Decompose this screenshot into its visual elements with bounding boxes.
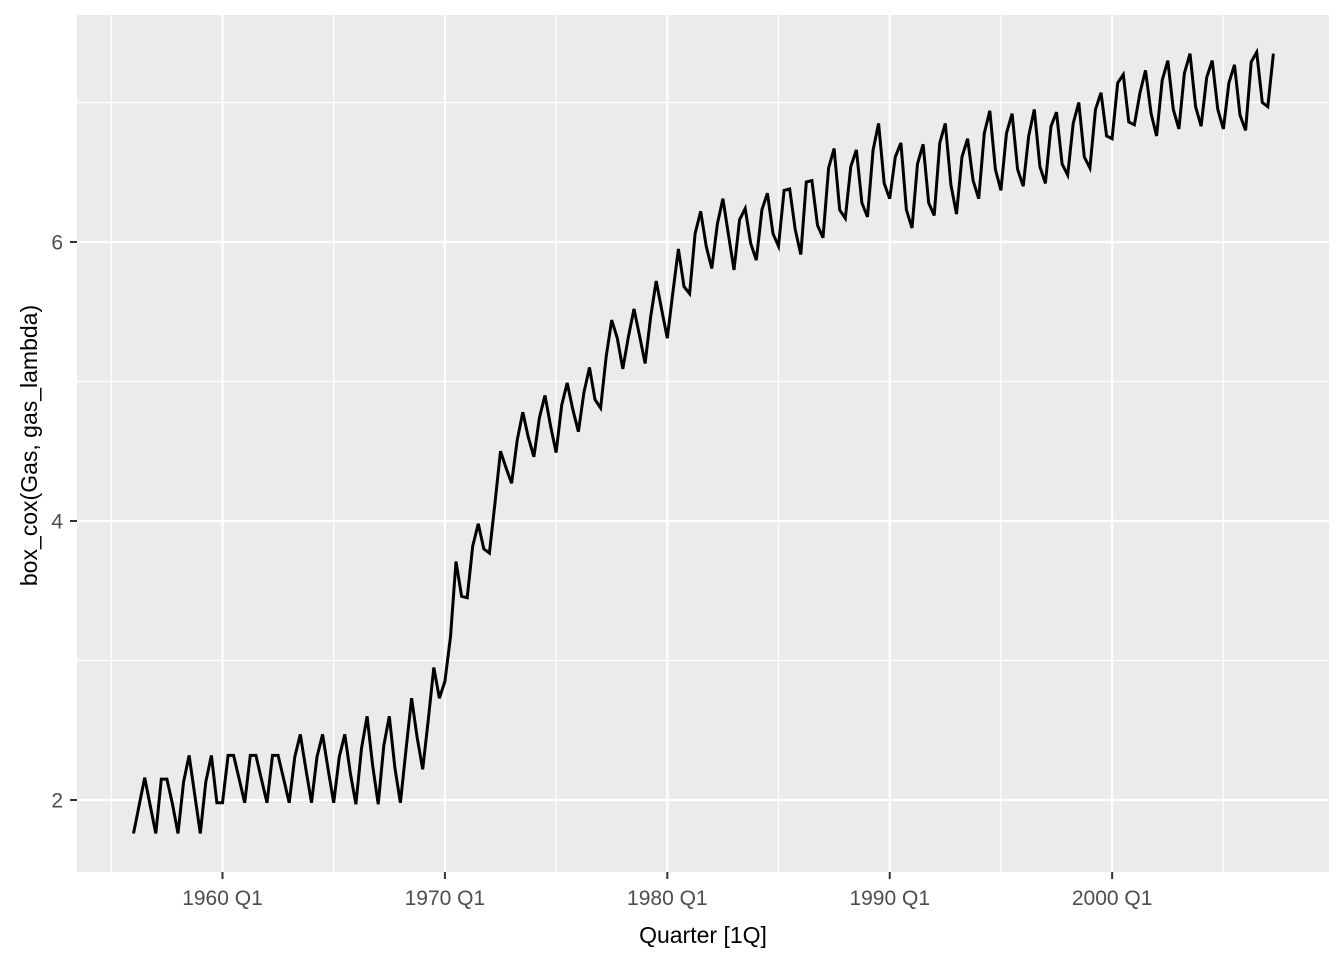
x-tick-label: 1990 Q1 (849, 887, 930, 910)
x-tick-label: 1960 Q1 (182, 887, 263, 910)
x-tick-label: 2000 Q1 (1072, 887, 1153, 910)
x-axis-tick-labels: 1960 Q1 1970 Q1 1980 Q1 1990 Q1 2000 Q1 (182, 887, 1152, 910)
x-tick-label: 1970 Q1 (405, 887, 486, 910)
panel-background (77, 15, 1329, 872)
y-axis-title: box_cox(Gas, gas_lambda) (16, 304, 43, 586)
y-axis-title-area: box_cox(Gas, gas_lambda) (12, 0, 48, 890)
x-axis-title: Quarter [1Q] (639, 922, 767, 948)
minor-gridlines (77, 15, 1329, 872)
axis-tick-marks (70, 240, 1114, 879)
y-axis-tick-labels: 2 4 6 (51, 231, 63, 812)
y-tick-label: 4 (51, 510, 63, 533)
major-gridlines (77, 15, 1329, 872)
y-tick-label: 6 (51, 231, 63, 254)
y-tick-label: 2 (51, 790, 63, 813)
series-line-gas (132, 47, 1275, 834)
x-tick-label: 1980 Q1 (627, 887, 708, 910)
